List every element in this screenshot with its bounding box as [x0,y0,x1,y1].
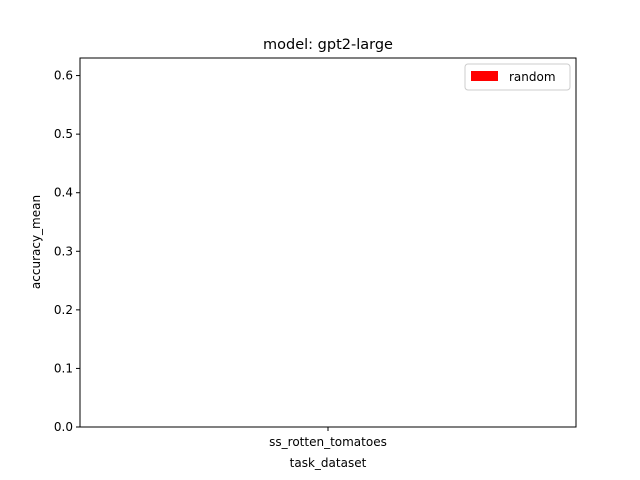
y-tick-label: 0.1 [54,361,73,375]
y-tick-label: 0.6 [54,69,73,83]
y-tick-label: 0.5 [54,127,73,141]
legend-label: random [509,70,556,84]
x-tick-label: ss_rotten_tomatoes [269,435,387,449]
y-axis-label: accuracy_mean [29,195,43,289]
y-axis: 0.0 0.1 0.2 0.3 0.4 0.5 0.6 [54,69,80,434]
y-tick-label: 0.3 [54,244,73,258]
y-tick-label: 0.0 [54,420,73,434]
x-axis: ss_rotten_tomatoes [269,427,387,449]
chart-title: model: gpt2-large [263,37,393,53]
x-axis-label: task_dataset [290,456,367,470]
y-tick-label: 0.2 [54,303,73,317]
y-tick-label: 0.4 [54,186,73,200]
legend-swatch [471,71,498,81]
legend-box [464,63,571,91]
legend: random [464,63,571,91]
